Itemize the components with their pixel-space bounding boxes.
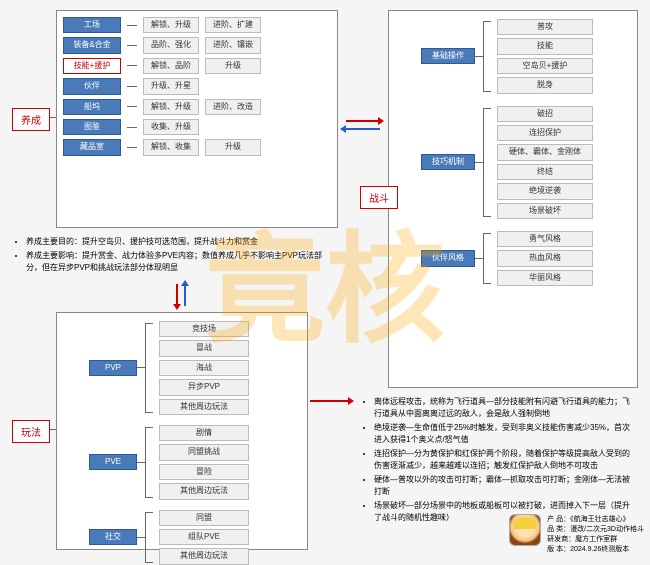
gameplay-panel: PVP竞技场冒战海战异步PVP其他周边玩法PVE剧情同盟挑战冒险其他周边玩法社交… (56, 312, 308, 550)
group-item: 技能 (497, 38, 593, 54)
growth-row: 图鉴 收集、升级 (63, 119, 331, 135)
group-items: 勇气风格热血风格华丽风格 (497, 231, 593, 286)
growth-note: 养成主要影响：提升赏金、战力体验多PVE内容；数值养成几乎不影响主PVP玩法部分… (26, 250, 330, 274)
group-category: PVP (89, 360, 137, 376)
growth-category: 船坞 (63, 99, 121, 115)
group: 基础操作 普攻技能空岛贝+援护脱身 (421, 19, 631, 94)
combat-notes: 离体远程攻击，统称为飞行道具—部分技能附有闪避飞行道具的能力；飞行道具从中面离离… (356, 392, 642, 530)
growth-category: 藏品室 (63, 139, 121, 155)
combat-panel: 基础操作 普攻技能空岛贝+援护脱身技巧机制 破招连招保护硬体、霸体、金刚体终结绝境逆… (388, 10, 638, 388)
growth-cell: 进阶、扩建 (205, 17, 261, 33)
meta-value: 漫改/二次元3D动作格斗 (570, 526, 644, 533)
growth-category: 装备&合金 (63, 37, 121, 53)
group-item: 同盟挑战 (159, 444, 249, 460)
group-items: 竞技场冒战海战异步PVP 其他周边玩法 (159, 321, 249, 415)
group-category: 基础操作 (421, 48, 475, 64)
group: 技巧机制 破招连招保护硬体、霸体、金刚体终结绝境逆袭场景破坏 (421, 106, 631, 219)
group-item: 海战 (159, 360, 249, 376)
growth-row: 工场 解锁、升级进阶、扩建 (63, 17, 331, 33)
growth-cell: 收集、升级 (143, 119, 199, 135)
combat-label: 战斗 (360, 186, 398, 209)
group-item: 组队PVE (159, 529, 249, 545)
group-item: 脱身 (497, 77, 593, 93)
group-category: PVE (89, 454, 137, 470)
growth-cell: 升级 (205, 139, 261, 155)
group-item: 竞技场 (159, 321, 249, 337)
group: 社交 同盟组队PVE 其他周边玩法 (89, 510, 301, 565)
group-category: 社交 (89, 529, 137, 545)
group-items: 同盟组队PVE 其他周边玩法 (159, 510, 249, 565)
growth-cell: 解锁、升级 (143, 17, 199, 33)
product-icon (509, 514, 541, 546)
group-item: 连招保护 (497, 125, 593, 141)
group-items: 破招连招保护硬体、霸体、金刚体终结绝境逆袭场景破坏 (497, 106, 593, 219)
growth-row: 藏品室 解锁、收集升级 (63, 139, 331, 155)
combat-note: 绝境逆袭—生命值低于25%时触发，受到非奥义技能伤害减少35%，首次进入获得1个… (374, 422, 634, 446)
group: PVE 剧情同盟挑战冒险其他周边玩法 (89, 425, 301, 500)
group-item: 热血风格 (497, 250, 593, 266)
growth-cell: 进阶、镶嵌 (205, 37, 261, 53)
growth-cell: 解锁、品阶 (143, 58, 199, 74)
group-item: 终结 (497, 164, 593, 180)
growth-row: 技能+援护 解锁、品阶升级 (63, 58, 331, 74)
group-item: 硬体、霸体、金刚体 (497, 144, 593, 160)
growth-panel: 工场解锁、升级进阶、扩建装备&合金品阶、强化进阶、镶嵌技能+援护解锁、品阶升级伙… (56, 10, 338, 228)
product-meta: 产 品：《航海王壮志雄心》 品 类：漫改/二次元3D动作格斗 研发商：魔方工作室… (547, 514, 644, 554)
group-category: 伙伴风格 (421, 250, 475, 266)
group-item: 场景破坏 (497, 203, 593, 219)
meta-value: 魔方工作室群 (575, 536, 617, 543)
group-item: 冒险 (159, 464, 249, 480)
group-item: 其他周边玩法 (159, 548, 249, 564)
group-item: 其他周边玩法 (159, 399, 249, 415)
growth-cell: 解锁、升级 (143, 99, 199, 115)
growth-row: 船坞 解锁、升级进阶、改造 (63, 99, 331, 115)
group-item: 华丽风格 (497, 270, 593, 286)
group-item: 冒战 (159, 340, 249, 356)
meta-label: 品 类： (547, 526, 570, 533)
meta-label: 研发商： (547, 536, 575, 543)
group-items: 普攻技能空岛贝+援护脱身 (497, 19, 593, 94)
group: PVP 竞技场冒战海战异步PVP 其他周边玩法 (89, 321, 301, 415)
growth-category: 图鉴 (63, 119, 121, 135)
group-item: 破招 (497, 106, 593, 122)
meta-label: 产 品： (547, 516, 570, 523)
arrow-growth-gameplay (174, 280, 190, 310)
growth-category: 工场 (63, 17, 121, 33)
growth-cell: 品阶、强化 (143, 37, 199, 53)
group-item: 勇气风格 (497, 231, 593, 247)
arrow-growth-combat (340, 118, 384, 134)
group-category: 技巧机制 (421, 154, 475, 170)
growth-note: 养成主要目的：提升空岛贝、援护技可选范围，提升战斗力和赏金 (26, 236, 330, 248)
growth-category: 伙伴 (63, 78, 121, 94)
combat-note: 连招保护—分为黄保护和红保护两个阶段，随着保护等级提高敌人受到的伤害逐渐减少，越… (374, 448, 634, 472)
growth-label: 养成 (12, 108, 50, 131)
growth-row: 装备&合金 品阶、强化进阶、镶嵌 (63, 37, 331, 53)
meta-label: 版 本： (547, 546, 570, 553)
growth-cell: 解锁、收集 (143, 139, 199, 155)
product-footer: 产 品：《航海王壮志雄心》 品 类：漫改/二次元3D动作格斗 研发商：魔方工作室… (509, 514, 644, 554)
growth-cell: 升级、升星 (143, 78, 199, 94)
group-item: 异步PVP (159, 379, 249, 395)
meta-value: 《航海王壮志雄心》 (570, 516, 630, 523)
group-item: 其他周边玩法 (159, 483, 249, 499)
group: 伙伴风格 勇气风格热血风格华丽风格 (421, 231, 631, 286)
gameplay-label: 玩法 (12, 420, 50, 443)
growth-row: 伙伴 升级、升星 (63, 78, 331, 94)
group-item: 同盟 (159, 510, 249, 526)
growth-cell: 升级 (205, 58, 261, 74)
combat-note: 离体远程攻击，统称为飞行道具—部分技能附有闪避飞行道具的能力；飞行道具从中面离离… (374, 396, 634, 420)
group-item: 绝境逆袭 (497, 183, 593, 199)
group-item: 普攻 (497, 19, 593, 35)
growth-notes: 养成主要目的：提升空岛贝、援护技可选范围，提升战斗力和赏金 养成主要影响：提升赏… (8, 232, 338, 280)
arrow-gameplay-combat (310, 398, 354, 406)
growth-category: 技能+援护 (63, 58, 121, 74)
group-item: 剧情 (159, 425, 249, 441)
growth-cell: 进阶、改造 (205, 99, 261, 115)
meta-value: 2024.9.26终测版本 (570, 546, 629, 553)
combat-note: 硬体—普攻以外的攻击可打断；霸体—抓取攻击可打断；金刚体—无法被打断 (374, 474, 634, 498)
group-items: 剧情同盟挑战冒险其他周边玩法 (159, 425, 249, 500)
group-item: 空岛贝+援护 (497, 58, 593, 74)
